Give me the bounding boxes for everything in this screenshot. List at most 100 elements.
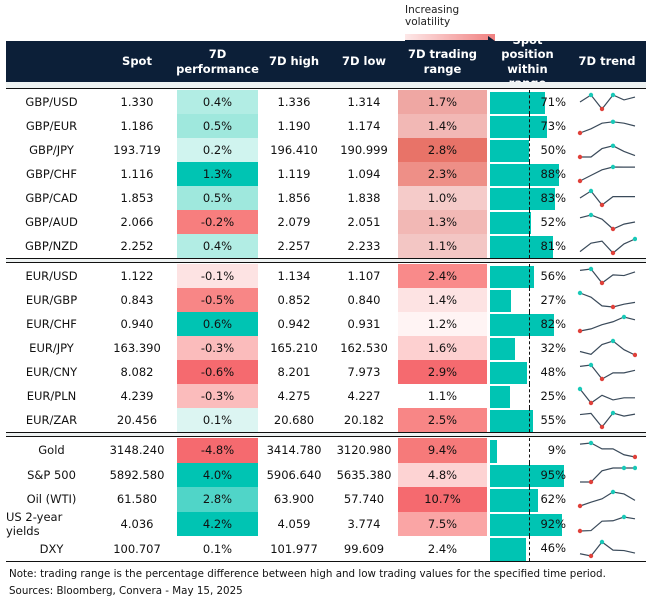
range-cell: 1.1% <box>398 384 487 408</box>
trend-min-marker <box>599 376 605 382</box>
range-cell: 1.4% <box>398 114 487 138</box>
midpoint-line <box>529 288 530 312</box>
high-cell: 165.210 <box>270 341 318 355</box>
position-label: 73% <box>540 119 566 133</box>
trend-sparkline <box>579 92 636 112</box>
position-cell: 56% <box>487 264 568 288</box>
trend-max-marker <box>610 143 616 148</box>
range-cell: 2.9% <box>398 360 487 384</box>
trend-sparkline <box>579 236 637 256</box>
position-label: 81% <box>540 239 566 253</box>
spot-cell: 20.456 <box>116 413 158 427</box>
trend-min-marker <box>577 154 583 160</box>
range-cell: 2.5% <box>398 408 487 432</box>
high-cell: 5906.640 <box>266 467 322 482</box>
trend-max-marker <box>599 539 605 544</box>
low-cell: 1.314 <box>347 95 381 109</box>
trend-line <box>579 442 636 458</box>
trend-min-marker <box>599 280 605 286</box>
table-row: EUR/GBP 0.843 -0.5% 0.852 0.840 1.4% 27% <box>6 288 646 312</box>
low-cell: 190.999 <box>340 143 388 157</box>
trend-min-marker <box>632 352 637 358</box>
trend-cell <box>568 114 646 138</box>
position-cell: 50% <box>487 138 568 162</box>
trend-max-marker <box>588 441 594 446</box>
performance-cell: -0.1% <box>177 264 258 288</box>
spot-cell: 1.116 <box>120 167 154 181</box>
trend-sparkline <box>577 119 636 136</box>
asset-name: GBP/NZD <box>25 239 78 253</box>
position-cell: 73% <box>487 114 568 138</box>
high-cell: 0.852 <box>277 293 311 307</box>
position-cell: 71% <box>487 90 568 114</box>
position-label: 50% <box>540 143 566 157</box>
spot-cell: 4.036 <box>120 517 154 532</box>
low-cell: 0.931 <box>347 317 381 331</box>
position-bar <box>490 538 526 561</box>
position-cell: 88% <box>487 162 568 186</box>
high-cell: 1.119 <box>277 167 311 181</box>
trend-max-marker <box>632 236 637 242</box>
high-cell: 63.900 <box>273 492 315 507</box>
spot-cell: 1.122 <box>120 269 154 283</box>
table-row: EUR/PLN 4.239 -0.3% 4.275 4.227 1.1% 25% <box>6 384 646 408</box>
low-cell: 20.182 <box>343 413 385 427</box>
midpoint-line <box>529 536 530 561</box>
trend-sparkline <box>579 410 636 430</box>
trend-sparkline <box>580 465 637 485</box>
position-bar <box>490 116 547 138</box>
trend-sparkline <box>577 314 636 334</box>
range-cell: 2.4% <box>398 264 487 288</box>
performance-cell: -0.2% <box>177 210 258 234</box>
asset-name: DXY <box>39 541 64 556</box>
low-cell: 1.107 <box>347 269 381 283</box>
midpoint-line <box>529 438 530 463</box>
position-label: 25% <box>540 389 566 403</box>
position-bar <box>490 290 512 312</box>
low-cell: 0.840 <box>347 293 381 307</box>
position-bar <box>490 314 554 336</box>
position-label: 52% <box>540 215 566 229</box>
position-cell: 32% <box>487 336 568 360</box>
trend-sparkline <box>577 164 635 184</box>
table-row: EUR/JPY 163.390 -0.3% 165.210 162.530 1.6% 32% <box>6 336 646 360</box>
midpoint-line <box>529 210 530 234</box>
table-row: S&P 500 5892.580 4.0% 5906.640 5635.380 4.8% 9… <box>6 462 646 488</box>
trend-cell <box>568 312 646 336</box>
volatility-legend-label: Increasing volatility <box>405 4 460 28</box>
midpoint-line <box>529 162 530 186</box>
table-row: GBP/EUR 1.186 0.5% 1.190 1.174 1.4% 73% <box>6 114 646 138</box>
position-bar <box>490 410 533 432</box>
table-bottom-border <box>6 561 646 562</box>
trend-max-marker <box>621 465 627 471</box>
trend-sparkline <box>579 212 636 232</box>
trend-cell <box>568 536 646 561</box>
low-cell: 5635.380 <box>336 467 392 482</box>
asset-name: Gold <box>38 443 65 458</box>
position-cell: 95% <box>487 462 568 488</box>
table-row: GBP/JPY 193.719 0.2% 196.410 190.999 2.8% 50% <box>6 138 646 162</box>
table-row: US 2-year yields 4.036 4.2% 4.059 3.774 7.5% 9… <box>6 510 646 538</box>
trend-min-marker <box>599 202 605 208</box>
position-cell: 92% <box>487 511 568 537</box>
trend-cell <box>568 264 646 288</box>
trend-line <box>579 214 636 230</box>
range-cell: 1.1% <box>398 234 487 258</box>
low-cell: 1.838 <box>347 191 381 205</box>
performance-cell: 0.4% <box>177 90 258 114</box>
table-row: EUR/ZAR 20.456 0.1% 20.680 20.182 2.5% 55% <box>6 408 646 432</box>
trend-cell <box>568 384 646 408</box>
trend-max-marker <box>577 290 583 296</box>
spot-cell: 0.843 <box>120 293 154 307</box>
section-divider <box>6 432 646 437</box>
position-bar <box>490 266 534 288</box>
spot-cell: 61.580 <box>116 492 158 507</box>
position-bar <box>490 362 528 384</box>
high-cell: 1.134 <box>277 269 311 283</box>
performance-cell: 0.2% <box>177 138 258 162</box>
trend-sparkline <box>579 441 637 460</box>
asset-name: EUR/GBP <box>25 293 78 307</box>
trend-min-marker <box>632 455 637 460</box>
position-cell: 83% <box>487 186 568 210</box>
trend-sparkline <box>579 362 636 382</box>
